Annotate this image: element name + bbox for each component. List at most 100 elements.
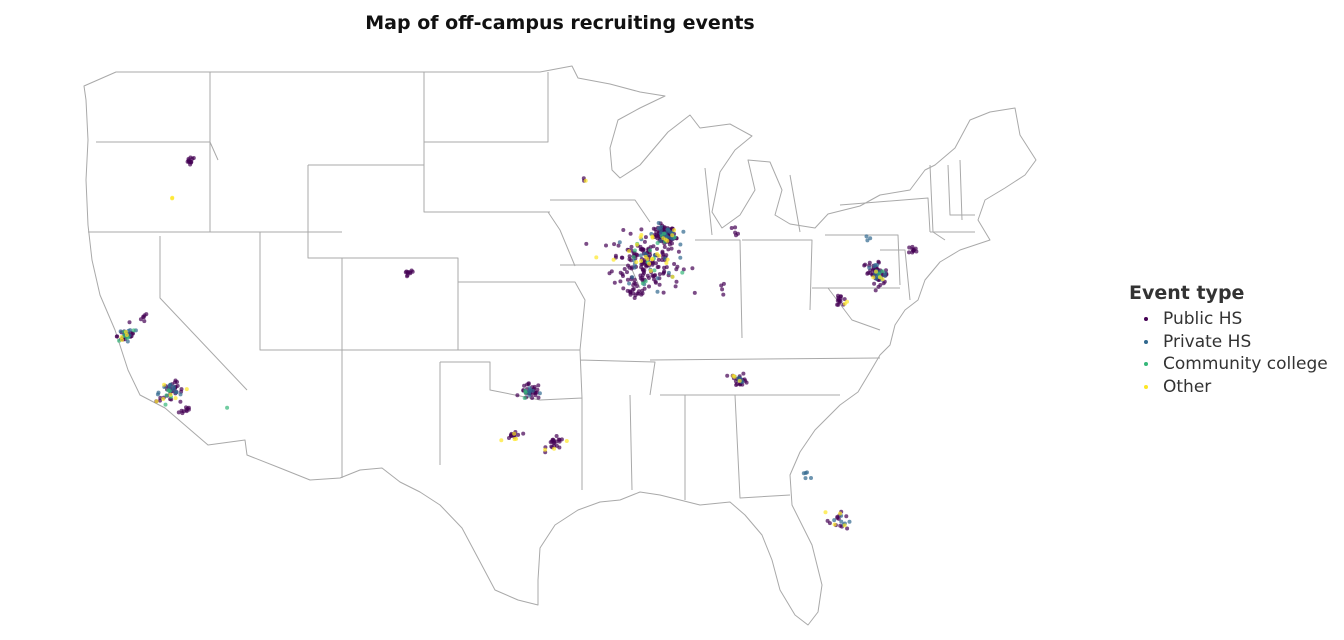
legend-label: Public HS (1163, 309, 1243, 330)
event-point-private-hs (666, 270, 671, 275)
event-point-public-hs (642, 286, 647, 291)
event-point-public-hs (627, 254, 632, 259)
event-point-community-college (131, 328, 136, 333)
event-point-public-hs (736, 231, 740, 236)
event-point-private-hs (867, 265, 872, 270)
state-boundaries (83, 65, 1037, 626)
event-point-public-hs (676, 249, 681, 254)
event-point-public-hs (720, 287, 725, 292)
event-point-other (512, 437, 517, 442)
event-point-private-hs (632, 265, 637, 270)
event-point-public-hs (910, 250, 915, 255)
legend-item-private-hs[interactable]: Private HS (1129, 331, 1328, 354)
event-point-other (832, 522, 837, 527)
event-point-public-hs (613, 253, 618, 258)
event-point-private-hs (537, 391, 542, 396)
event-point-other (639, 259, 643, 263)
event-point-public-hs (186, 157, 191, 161)
event-point-private-hs (171, 384, 176, 389)
event-point-other (737, 378, 742, 383)
event-point-other (543, 447, 548, 452)
event-point-private-hs (167, 383, 172, 388)
event-point-private-hs (527, 393, 532, 398)
event-point-private-hs (803, 476, 808, 481)
event-point-public-hs (872, 281, 877, 286)
event-point-public-hs (584, 241, 589, 246)
event-point-public-hs (674, 267, 679, 272)
event-point-public-hs (621, 274, 625, 278)
event-point-public-hs (729, 226, 734, 230)
event-point-public-hs (554, 434, 559, 438)
event-point-other (842, 523, 847, 528)
event-point-public-hs (674, 279, 679, 284)
legend-items: Public HS Private HS Community college O… (1129, 308, 1328, 398)
event-point-other (168, 392, 173, 397)
event-point-public-hs (178, 399, 183, 404)
event-point-other (564, 439, 569, 443)
event-point-other (161, 397, 166, 401)
state-borders (88, 72, 975, 500)
event-point-public-hs (655, 265, 660, 270)
event-point-private-hs (617, 240, 622, 245)
event-point-other (635, 242, 639, 247)
legend-item-other[interactable]: Other (1129, 376, 1328, 399)
event-point-other (552, 446, 557, 451)
event-point-public-hs (189, 159, 194, 164)
event-point-other (661, 236, 666, 241)
event-point-public-hs (114, 334, 119, 339)
event-point-other (634, 260, 639, 265)
legend-title: Event type (1129, 282, 1245, 304)
event-point-private-hs (659, 225, 664, 229)
event-point-community-college (225, 405, 230, 410)
event-point-public-hs (642, 239, 647, 244)
event-point-public-hs (556, 437, 561, 442)
event-point-public-hs (660, 250, 665, 255)
event-point-public-hs (662, 269, 667, 274)
event-point-public-hs (842, 297, 847, 302)
event-point-public-hs (662, 265, 667, 270)
event-point-public-hs (657, 272, 662, 277)
event-point-community-college (640, 281, 645, 286)
event-point-other (871, 275, 876, 280)
event-point-public-hs (643, 235, 648, 240)
event-point-private-hs (155, 392, 160, 397)
event-point-public-hs (655, 236, 660, 241)
event-point-other (184, 387, 189, 392)
event-point-public-hs (406, 270, 411, 274)
legend-item-community-college[interactable]: Community college (1129, 353, 1328, 376)
event-point-private-hs (638, 253, 643, 258)
event-point-private-hs (528, 387, 533, 392)
event-point-public-hs (692, 290, 697, 295)
event-point-other (627, 249, 631, 254)
event-point-other (672, 228, 677, 233)
event-point-private-hs (630, 275, 635, 280)
event-point-public-hs (654, 233, 659, 238)
event-point-other (119, 335, 124, 340)
event-point-public-hs (741, 371, 746, 376)
event-point-public-hs (871, 267, 875, 272)
event-point-other (670, 233, 675, 238)
event-point-other (664, 261, 669, 265)
event-point-other (845, 299, 849, 304)
event-point-community-college (166, 388, 171, 393)
legend-item-public-hs[interactable]: Public HS (1129, 308, 1328, 331)
event-point-public-hs (629, 258, 633, 263)
event-point-other (512, 431, 517, 436)
event-point-community-college (124, 335, 129, 340)
event-point-private-hs (174, 390, 179, 395)
event-point-public-hs (142, 319, 147, 324)
legend-label: Community college (1163, 354, 1328, 375)
event-point-public-hs (554, 443, 559, 448)
event-point-other (823, 510, 828, 515)
event-point-public-hs (836, 295, 841, 300)
legend-marker (1144, 317, 1148, 322)
event-point-public-hs (534, 390, 539, 395)
event-point-community-college (652, 268, 657, 273)
event-point-public-hs (719, 283, 724, 288)
event-point-public-hs (910, 244, 915, 249)
event-point-public-hs (616, 243, 621, 248)
event-point-public-hs (673, 284, 678, 289)
event-point-public-hs (621, 228, 626, 232)
event-point-private-hs (874, 276, 879, 281)
